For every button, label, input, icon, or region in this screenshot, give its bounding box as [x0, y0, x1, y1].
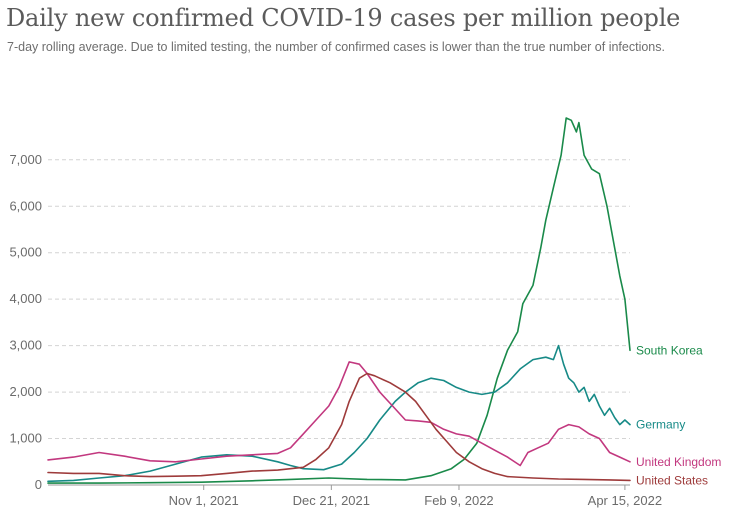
- series-label-germany: Germany: [636, 418, 685, 432]
- series-labels: South Korea Germany United Kingdom United S…: [636, 343, 721, 487]
- y-tick-label: 3,000: [9, 338, 42, 353]
- x-tick-label: Nov 1, 2021: [169, 493, 239, 508]
- x-tick-label: Feb 9, 2022: [424, 493, 493, 508]
- series-label-south-korea: South Korea: [636, 343, 703, 357]
- series-line-united-states: [47, 372, 631, 482]
- series-line-germany: [47, 344, 631, 483]
- x-axis: Nov 1, 2021 Dec 21, 2021 Feb 9, 2022 Apr 15…: [169, 485, 662, 508]
- y-axis: 0 1,000 2,000 3,000 4,000 5,000 6,000 7,000: [9, 152, 42, 492]
- series-line-south-korea: [47, 117, 631, 484]
- x-tick-label: Dec 21, 2021: [293, 493, 370, 508]
- y-tick-label: 7,000: [9, 152, 42, 167]
- chart-title: Daily new confirmed COVID-19 cases per m…: [6, 4, 681, 32]
- series-label-united-kingdom: United Kingdom: [636, 455, 721, 469]
- x-tick-label: Apr 15, 2022: [588, 493, 662, 508]
- y-tick-label: 4,000: [9, 291, 42, 306]
- y-tick-label: 5,000: [9, 245, 42, 260]
- y-tick-label: 6,000: [9, 198, 42, 213]
- grid-layer: [48, 159, 630, 486]
- y-tick-label: 0: [35, 477, 42, 492]
- chart-subtitle: 7-day rolling average. Due to limited te…: [7, 40, 665, 54]
- y-tick-label: 2,000: [9, 384, 42, 399]
- y-tick-label: 1,000: [9, 431, 42, 446]
- series-layer: [47, 117, 631, 484]
- series-label-united-states: United States: [636, 473, 708, 487]
- series-line-united-kingdom: [47, 361, 631, 467]
